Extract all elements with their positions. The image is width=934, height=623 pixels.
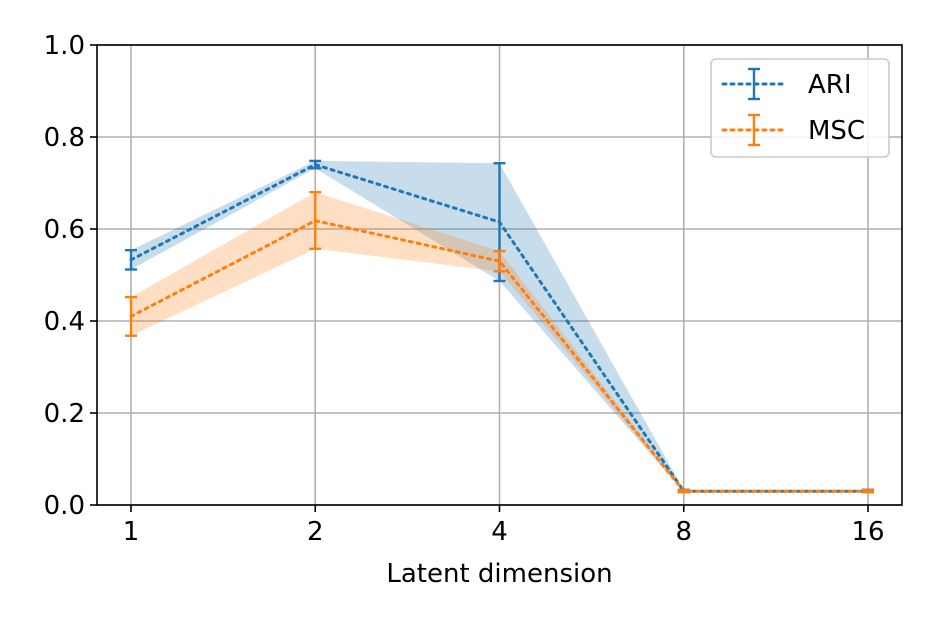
error-bars (125, 159, 874, 494)
legend-entry-msc: MSC (721, 113, 865, 147)
x-tick-label: 4 (491, 517, 508, 547)
legend-label: ARI (808, 70, 852, 100)
y-tick-label: 0.6 (44, 215, 85, 245)
msc-error-bar (309, 190, 322, 250)
y-tick-label: 1.0 (44, 31, 85, 61)
x-axis-label: Latent dimension (386, 559, 612, 589)
y-tick-label: 0.2 (44, 399, 85, 429)
x-tick-label: 16 (851, 517, 884, 547)
ari-error-bar (125, 248, 137, 271)
ari-error-bar (309, 159, 322, 170)
legend: ARI MSC (710, 58, 890, 158)
msc-error-bar (493, 249, 506, 273)
legend-entry-ari: ARI (721, 67, 852, 101)
msc-error-bar (677, 489, 690, 494)
x-tick-label: 2 (307, 517, 324, 547)
x-tick-label: 1 (123, 517, 140, 547)
y-tick-label: 0.4 (44, 307, 85, 337)
y-tick-label: 0.8 (44, 123, 85, 153)
x-tick-label: 8 (675, 517, 692, 547)
y-axis-ticks: 0.0 0.2 0.4 0.6 0.8 1.0 (44, 31, 97, 521)
x-axis-ticks: 1 2 4 8 16 (123, 505, 885, 547)
legend-label: MSC (808, 116, 865, 146)
y-tick-label: 0.0 (44, 491, 85, 521)
msc-error-bar (862, 489, 874, 494)
msc-error-bar (125, 295, 137, 337)
